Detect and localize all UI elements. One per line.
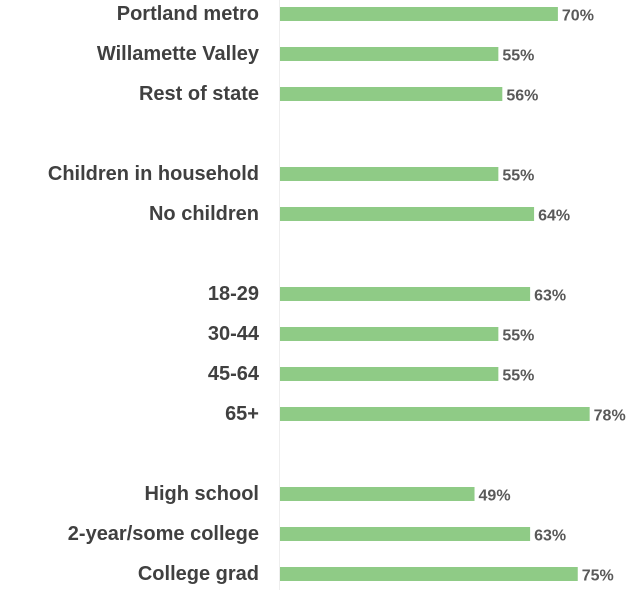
bars-group: Portland metro 70% Willamette Valley 55% Res… xyxy=(48,3,626,585)
bar xyxy=(280,567,578,581)
category-label: No children xyxy=(149,203,259,225)
bar xyxy=(280,527,531,541)
value-label: 56% xyxy=(506,88,538,105)
bar xyxy=(280,367,499,381)
category-label: 18-29 xyxy=(208,283,259,305)
value-label: 55% xyxy=(502,328,534,345)
value-label: 78% xyxy=(594,408,626,425)
category-label: High school xyxy=(145,483,259,505)
category-label: 45-64 xyxy=(208,363,260,385)
bar xyxy=(280,407,590,421)
value-label: 75% xyxy=(582,568,614,585)
value-label: 63% xyxy=(534,288,566,305)
category-label: College grad xyxy=(138,563,259,585)
category-label: 2-year/some college xyxy=(68,523,259,545)
bar xyxy=(280,87,503,101)
category-label: Rest of state xyxy=(139,83,259,105)
bar xyxy=(280,167,499,181)
bar xyxy=(280,327,499,341)
category-label: Willamette Valley xyxy=(97,43,260,65)
value-label: 63% xyxy=(534,528,566,545)
category-label: 30-44 xyxy=(208,323,260,345)
bar xyxy=(280,47,499,61)
bar xyxy=(280,207,535,221)
value-label: 55% xyxy=(502,48,534,65)
bar xyxy=(280,287,531,301)
category-label: Children in household xyxy=(48,163,259,185)
bar xyxy=(280,487,475,501)
value-label: 55% xyxy=(502,368,534,385)
value-label: 55% xyxy=(502,168,534,185)
bar xyxy=(280,7,558,21)
value-label: 70% xyxy=(562,8,594,25)
category-label: 65+ xyxy=(225,403,259,425)
category-label: Portland metro xyxy=(117,3,259,25)
value-label: 64% xyxy=(538,208,570,225)
value-label: 49% xyxy=(479,488,511,505)
